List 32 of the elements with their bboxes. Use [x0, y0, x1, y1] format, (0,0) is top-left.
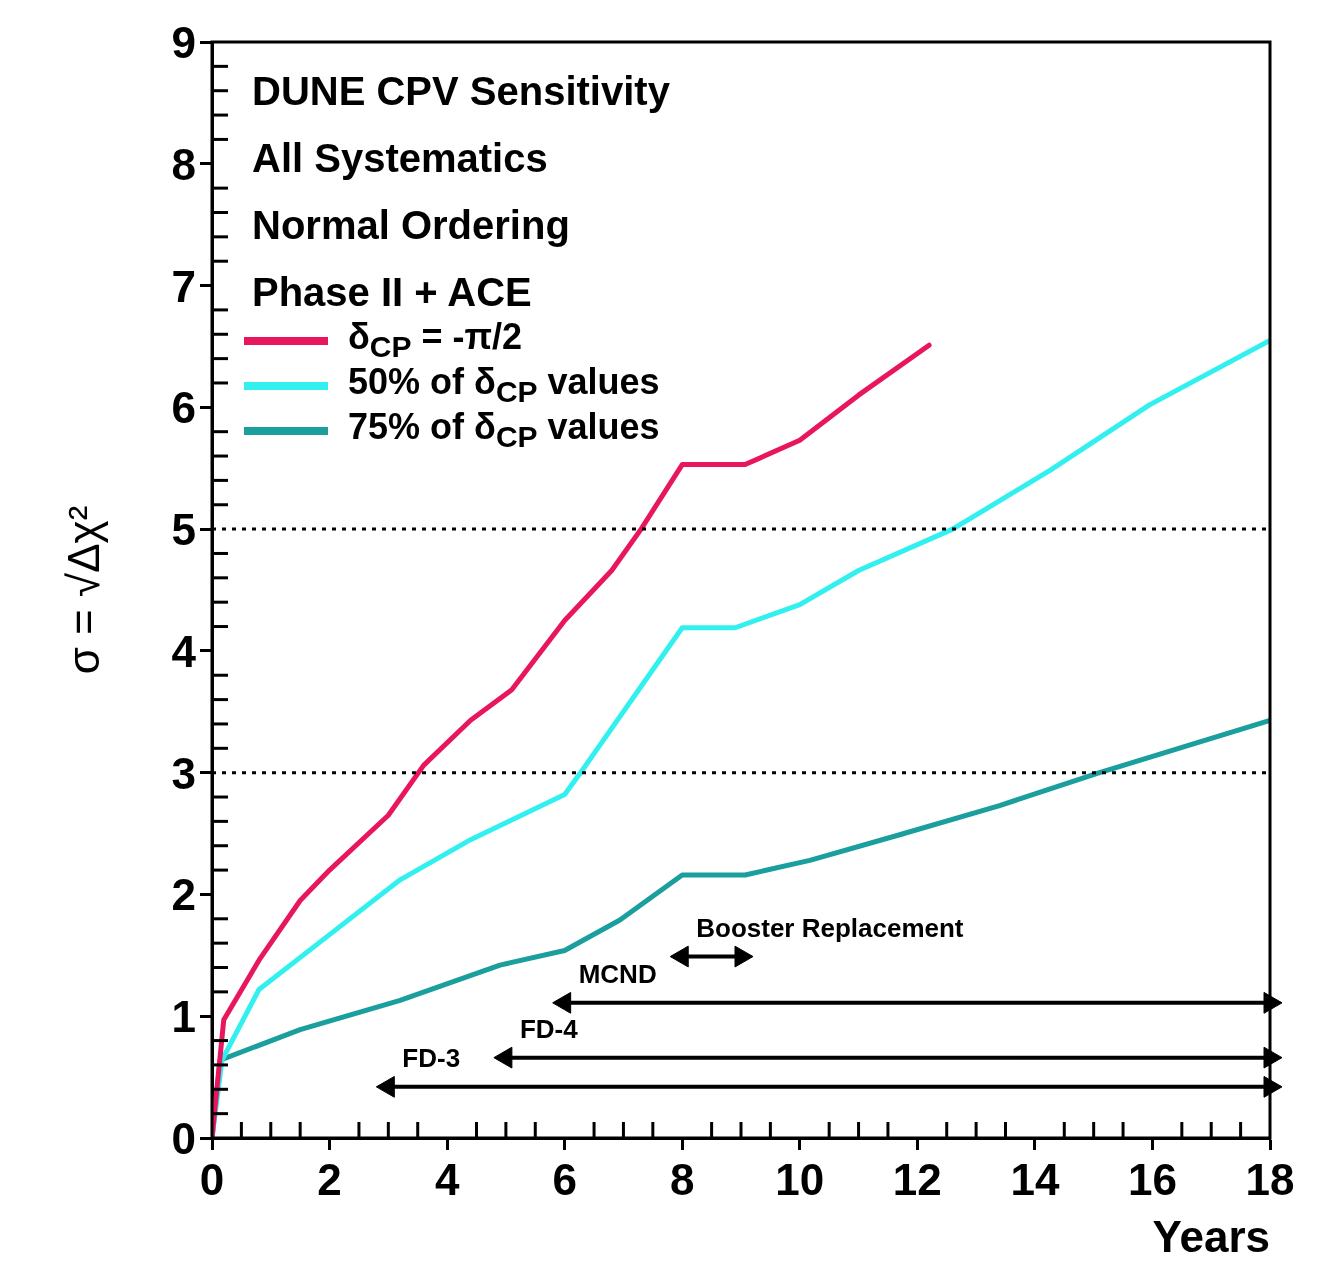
annotation: Phase II + ACE [252, 270, 532, 314]
annotation: Normal Ordering [252, 202, 571, 249]
x-axis-title: Years [1152, 1211, 1270, 1261]
x-tick-label: 14 [1010, 1154, 1060, 1204]
y-tick-label: 3 [171, 748, 196, 798]
y-tick-label: 2 [171, 870, 196, 920]
annotation: FD-3 [402, 1043, 461, 1074]
legend-label: 50% of δ$_{CP}$ values [348, 361, 660, 409]
x-tick-label: 2 [317, 1154, 342, 1204]
y-axis-title: σ = √Δχ² [58, 505, 108, 675]
text: DUNE CPV Sensitivity [252, 68, 670, 115]
annotation: Booster Replacement [696, 912, 964, 943]
x-tick-label: 12 [892, 1154, 942, 1204]
y-tick-label: 8 [171, 139, 196, 189]
annotation: MCND [578, 959, 657, 989]
y-tick-label: 9 [171, 18, 196, 67]
text: All Systematics [252, 135, 549, 182]
legend-label: δ$_{CP}$ = -π/2 [348, 316, 523, 364]
x-tick-label: 4 [434, 1154, 460, 1204]
legend-label: 75% of δ$_{CP}$ values [348, 406, 660, 455]
y-tick-label: 1 [171, 992, 196, 1042]
x-tick-label: 8 [669, 1154, 695, 1204]
y-tick-label: 7 [171, 261, 196, 311]
annotation: FD-4 [519, 1013, 579, 1044]
y-tick-label: 4 [171, 626, 197, 676]
y-tick-label: 5 [171, 505, 196, 555]
x-tick-label: 16 [1127, 1154, 1177, 1204]
x-tick-label: 6 [552, 1154, 577, 1204]
y-tick-label: 0 [171, 1114, 196, 1163]
x-tick-label: 18 [1245, 1154, 1295, 1204]
y-tick-label: 6 [171, 383, 196, 433]
x-tick-label: 10 [775, 1154, 825, 1204]
